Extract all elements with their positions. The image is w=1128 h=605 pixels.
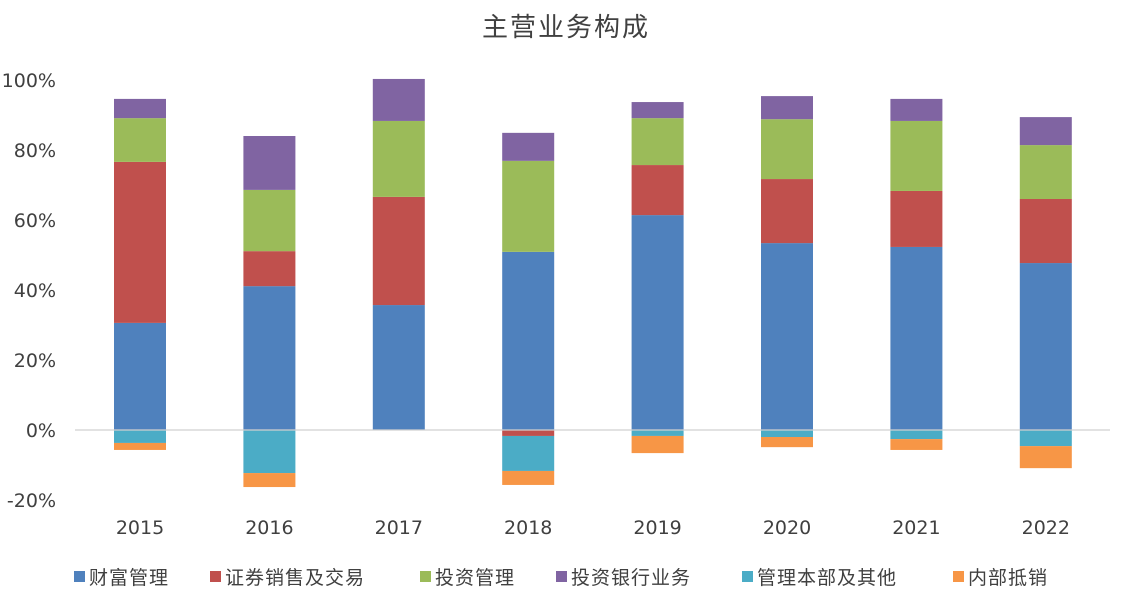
bar-segment [502,430,555,436]
bar-segment [761,430,813,437]
x-tick-label: 2020 [763,517,811,539]
bar-segment [243,189,296,252]
bar-segment [243,136,296,190]
x-tick-label: 2016 [245,517,293,539]
bar-segment [243,473,296,488]
bar-segment [114,430,166,443]
legend-swatch [420,571,431,582]
bar-segment [114,98,166,119]
bar-segment [1019,199,1072,264]
bar-segment [890,120,943,191]
bar-segment [631,102,684,119]
y-tick-label: 40% [14,280,56,302]
y-tick-label: -20% [7,490,56,512]
x-tick-label: 2018 [504,517,552,539]
y-tick-label: 100% [2,70,56,92]
bar-segment [502,251,555,430]
x-tick-label: 2021 [892,517,940,539]
bar-segment [502,160,555,252]
bar-segment [890,98,943,121]
x-axis: 2015 2016 2017 2018 2019 2020 2021 2022 [116,517,1070,539]
bar-segment [114,442,166,450]
legend-swatch [953,571,964,582]
bar-segment [631,435,684,454]
bar-segment [761,437,813,448]
bar-segment [372,305,425,430]
x-tick-label: 2017 [375,517,423,539]
x-tick-label: 2022 [1022,517,1070,539]
y-tick-label: 20% [14,350,56,372]
bar-segment [372,196,425,306]
bar-segment [631,430,684,436]
bar-segment [502,132,555,161]
bar-segment [890,190,943,247]
legend-swatch [556,571,567,582]
legend-label: 财富管理 [89,567,169,589]
y-tick-label: 60% [14,210,56,232]
legend-swatch [210,571,221,582]
bar-segment [372,78,425,121]
bar-segment [631,118,684,166]
bar-segment [114,322,166,430]
y-tick-label: 80% [14,140,56,162]
bar-segment [502,470,555,485]
legend-label: 投资银行业务 [571,567,691,589]
bar-segment [890,430,943,440]
bar-segment [243,251,296,287]
bar-segment [761,96,813,120]
x-tick-label: 2015 [116,517,164,539]
bar-segment [243,430,296,474]
y-axis: -20% 0% 20% 40% 60% 80% 100% [2,70,56,512]
bar-segment [890,246,943,430]
bar-segment [1019,117,1072,146]
bar-segment [114,118,166,162]
x-tick-label: 2019 [633,517,681,539]
legend-swatch [74,571,85,582]
bar-segment [1019,263,1072,430]
legend-swatch [742,571,753,582]
legend-label: 投资管理 [435,567,515,589]
bar-segment [631,165,684,216]
bar-segment [1019,430,1072,447]
bar-segment [243,286,296,430]
legend-label: 内部抵销 [968,567,1048,589]
chart-title: 主营业务构成 [482,13,650,43]
bar-segment [761,119,813,180]
bar-segment [1019,446,1072,469]
y-tick-label: 0% [26,420,56,442]
bar-segment [502,435,555,471]
bar-segment [1019,145,1072,199]
bar-segment [372,120,425,197]
bar-segment [761,179,813,244]
legend-label: 证券销售及交易 [225,567,365,589]
legend-label: 管理本部及其他 [757,567,897,589]
bars-group [114,78,1072,488]
bar-segment [631,215,684,430]
bar-segment [890,439,943,450]
bar-segment [114,161,166,323]
bar-segment [761,243,813,430]
legend: 财富管理 证券销售及交易 投资管理 投资银行业务 管理本部及其他 内部抵销 [74,567,1048,589]
